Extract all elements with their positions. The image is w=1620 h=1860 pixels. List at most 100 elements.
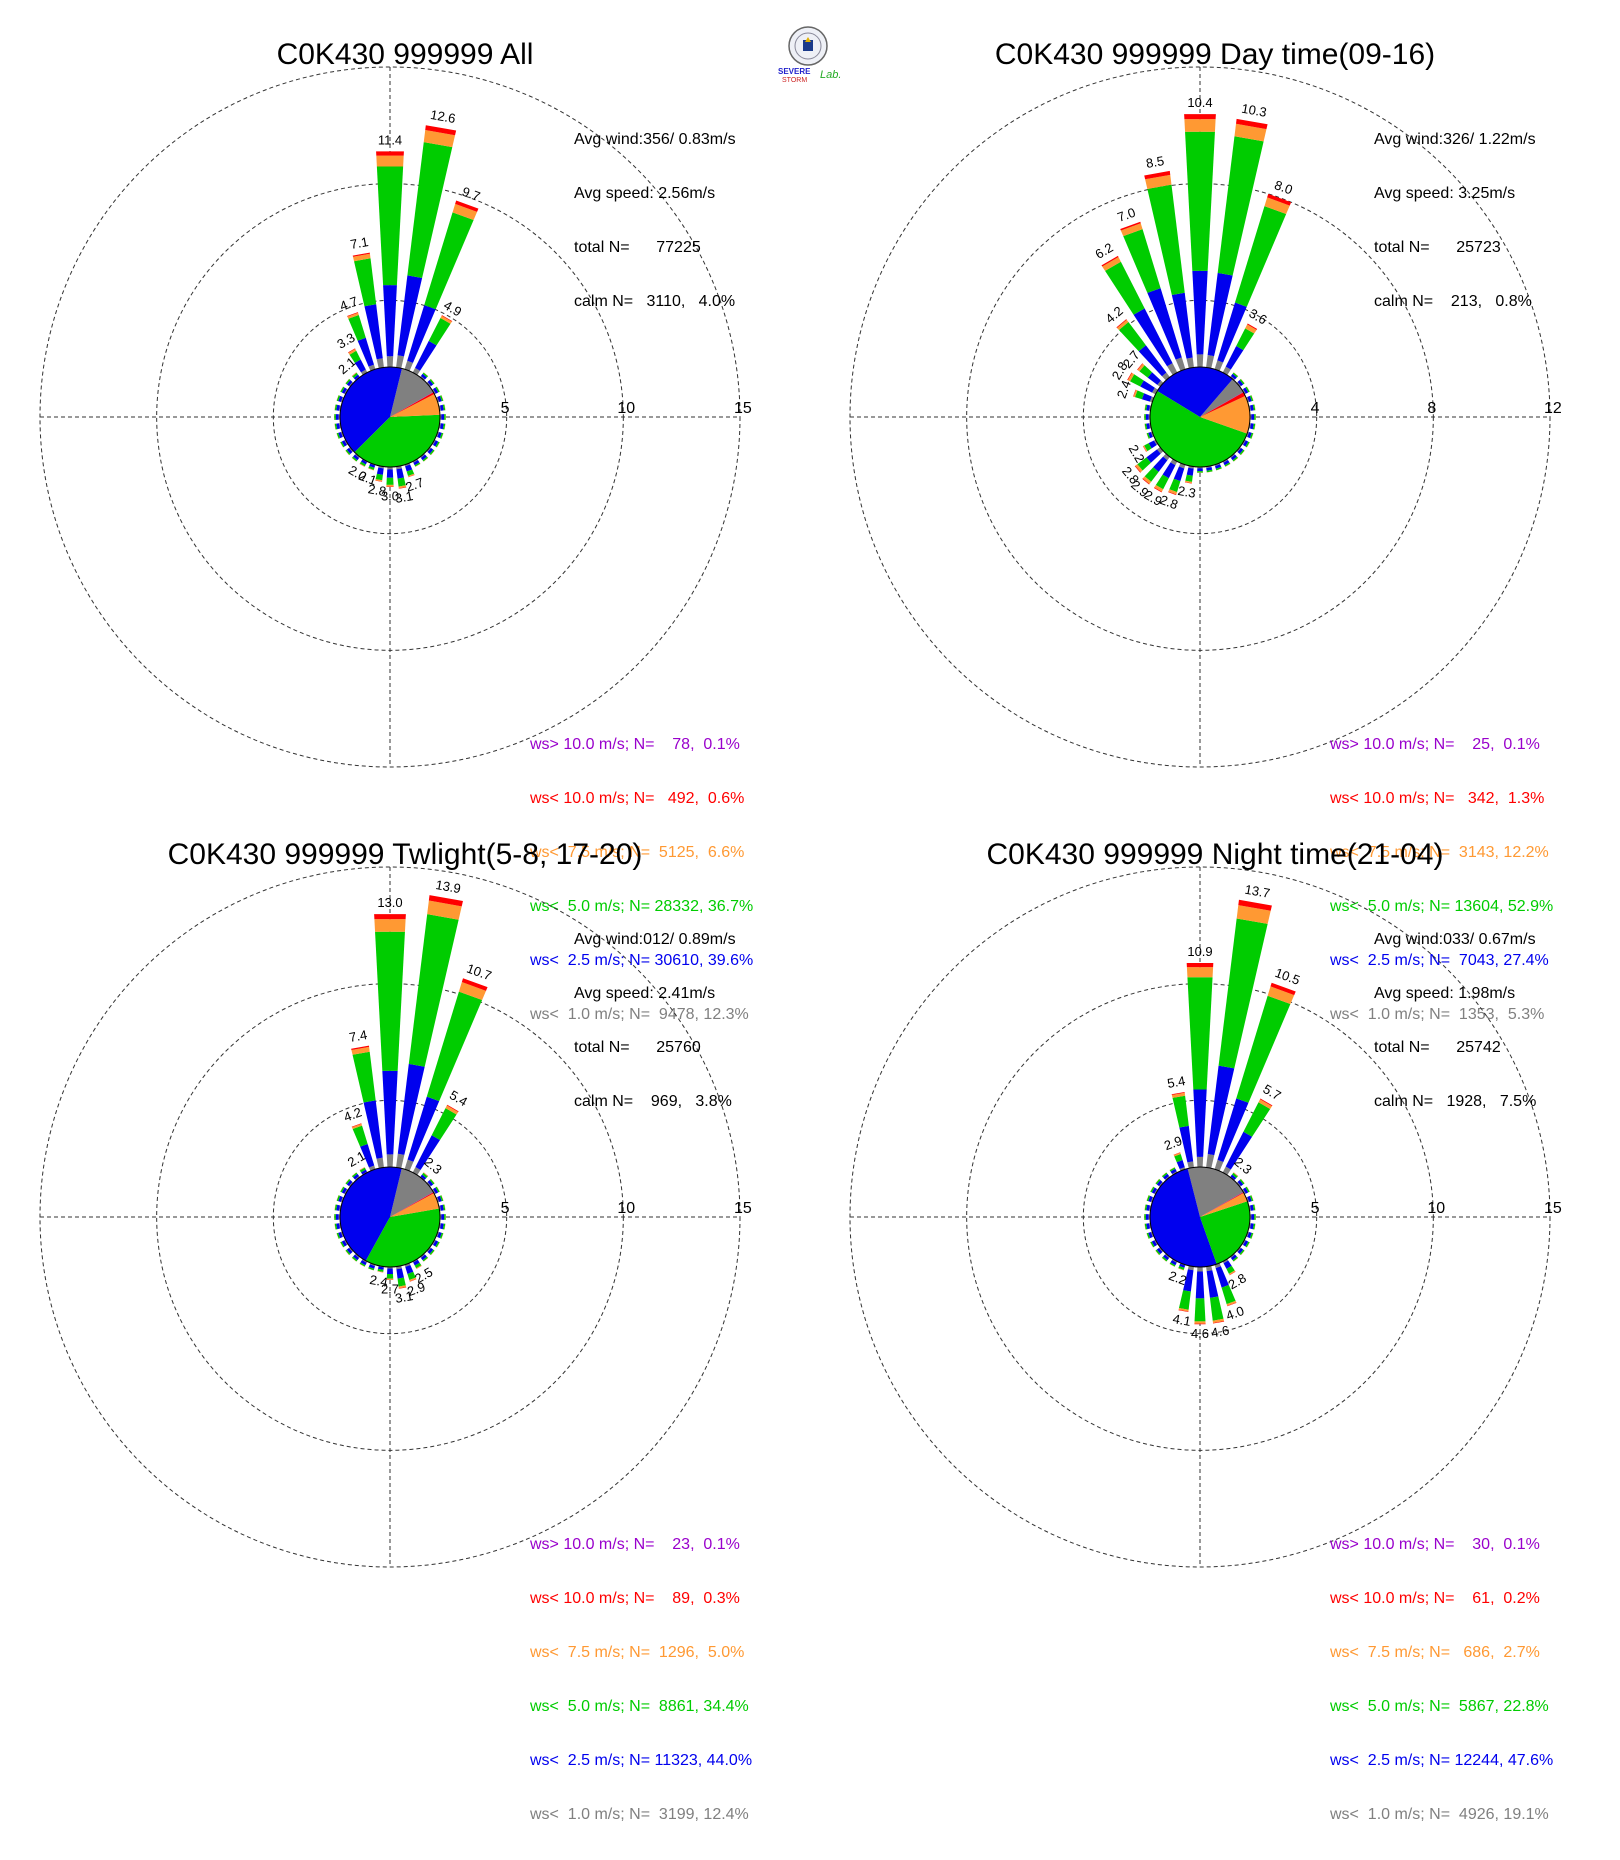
- legend-entry: ws< 1.0 m/s; N= 4926, 19.1%: [1330, 1806, 1553, 1824]
- logo-text-lab: Lab.: [820, 69, 841, 81]
- bar-value-label: 12.6: [429, 107, 457, 126]
- rose-bar-segment: [1176, 357, 1186, 371]
- rose-bar-segment: [1254, 1214, 1256, 1220]
- logo-text-storm: STORM: [782, 77, 807, 84]
- rose-bar-segment: [1206, 355, 1214, 368]
- bar-value-label: 13.7: [1244, 882, 1272, 901]
- logo-text-severe: SEVERE: [778, 67, 811, 76]
- stats-box: Avg wind:012/ 0.89m/s Avg speed: 2.41m/s…: [574, 895, 736, 1147]
- rose-bar-segment: [1192, 271, 1207, 354]
- rose-bar-segment: [1195, 1298, 1206, 1321]
- rose-bar-segment: [1187, 967, 1213, 977]
- rose-bar-segment: [1146, 414, 1149, 420]
- rose-bar-segment: [396, 1268, 404, 1278]
- rose-bar-segment: [382, 1071, 397, 1154]
- rose-bar-segment: [1187, 468, 1194, 476]
- calm-n: calm N= 969, 3.8%: [574, 1093, 736, 1111]
- legend-entry: ws< 5.0 m/s; N= 5867, 22.8%: [1330, 1698, 1553, 1716]
- rose-bar-segment: [387, 1268, 393, 1273]
- total-n: total N= 25723: [1374, 239, 1536, 257]
- bar-value-label: 10.5: [1273, 965, 1302, 988]
- severe-storm-lab-logo: SEVERE STORM Lab.: [776, 24, 846, 84]
- ring-label: 5: [501, 400, 510, 417]
- rose-bar-segment: [387, 469, 393, 477]
- rose-bar-segment: [1187, 358, 1194, 369]
- rose-bar-segment: [334, 1214, 336, 1220]
- legend-entry: ws< 10.0 m/s; N= 61, 0.2%: [1330, 1590, 1553, 1608]
- rose-bar-segment: [374, 914, 406, 919]
- rose-bar-segment: [336, 1214, 339, 1220]
- rose-bar-segment: [377, 166, 403, 285]
- ring-label: 4: [1311, 400, 1320, 417]
- rose-bar-segment: [354, 258, 376, 306]
- bar-value-label: 2.4: [369, 1272, 389, 1290]
- rose-bar-segment: [1197, 471, 1203, 473]
- legend-entry: ws< 2.5 m/s; N= 12244, 47.6%: [1330, 1752, 1553, 1770]
- stats-box: Avg wind:356/ 0.83m/s Avg speed: 2.56m/s…: [574, 95, 736, 347]
- legend-entry: ws> 10.0 m/s; N= 25, 0.1%: [1330, 736, 1553, 754]
- ring-label: 15: [734, 400, 752, 417]
- bar-value-label: 4.9: [441, 297, 464, 319]
- bar-value-label: 6.2: [1092, 240, 1115, 262]
- rose-bar-segment: [1197, 1267, 1203, 1272]
- legend-entry: ws< 7.5 m/s; N= 1296, 5.0%: [530, 1644, 752, 1662]
- bar-value-label: 4.6: [1191, 1326, 1209, 1341]
- rose-bar-segment: [429, 318, 451, 345]
- rose-bar-segment: [1197, 354, 1204, 367]
- avg-wind: Avg wind:012/ 0.89m/s: [574, 931, 736, 949]
- avg-speed: Avg speed: 2.41m/s: [574, 985, 736, 1003]
- bar-value-label: 10.9: [1187, 944, 1212, 959]
- rose-bar-segment: [1207, 1270, 1219, 1298]
- legend-entry: ws> 10.0 m/s; N= 23, 0.1%: [530, 1536, 752, 1554]
- legend-entry: ws< 2.5 m/s; N= 11323, 44.0%: [530, 1752, 752, 1770]
- bar-value-label: 7.1: [349, 234, 369, 252]
- panel-title: C0K430 999999 Day time(09-16): [810, 38, 1620, 72]
- rose-bar-segment: [377, 358, 384, 368]
- rose-bar-segment: [441, 414, 444, 420]
- rose-bar-segment: [1196, 1272, 1205, 1299]
- stats-box: Avg wind:326/ 1.22m/s Avg speed: 3.25m/s…: [1374, 95, 1536, 347]
- rose-bar-segment: [441, 1214, 444, 1220]
- bar-value-label: 10.3: [1240, 101, 1268, 120]
- rose-bar-segment: [444, 1214, 446, 1220]
- bar-value-label: 5.7: [1260, 1081, 1283, 1103]
- rose-bar-segment: [1179, 1290, 1191, 1310]
- bar-value-label: 8.0: [1273, 177, 1295, 197]
- bar-value-label: 3.3: [334, 330, 357, 352]
- rose-bar-segment: [1184, 119, 1215, 132]
- rose-bar-segment: [376, 156, 403, 167]
- rose-bar-segment: [386, 478, 393, 485]
- ring-label: 10: [1427, 1200, 1445, 1217]
- avg-speed: Avg speed: 2.56m/s: [574, 185, 736, 203]
- rose-bar-segment: [1194, 1324, 1205, 1325]
- rose-bar-segment: [1144, 414, 1146, 420]
- avg-speed: Avg speed: 3.25m/s: [1374, 185, 1536, 203]
- rose-bar-segment: [1144, 1214, 1146, 1220]
- bar-value-label: 10.4: [1187, 95, 1212, 110]
- rose-bar-segment: [1197, 468, 1203, 471]
- rose-bar-segment: [1197, 1157, 1203, 1167]
- legend-entry: ws< 7.5 m/s; N= 686, 2.7%: [1330, 1644, 1553, 1662]
- bar-value-label: 11.4: [378, 132, 402, 147]
- avg-speed: Avg speed: 1.98m/s: [1374, 985, 1536, 1003]
- rose-bar-segment: [377, 1158, 384, 1169]
- rose-bar-segment: [1187, 977, 1212, 1089]
- ring-label: 12: [1544, 400, 1562, 417]
- bar-value-label: 5.4: [447, 1087, 470, 1109]
- legend-entry: ws< 5.0 m/s; N= 8861, 34.4%: [530, 1698, 752, 1716]
- rose-bar-segment: [1185, 132, 1215, 271]
- legend: ws> 10.0 m/s; N= 30, 0.1% ws< 10.0 m/s; …: [1330, 1500, 1553, 1860]
- rose-bar-segment: [396, 1154, 404, 1169]
- rose-bar-segment: [1206, 1154, 1214, 1168]
- rose-bar-segment: [1193, 1090, 1206, 1157]
- legend-entry: ws< 1.0 m/s; N= 3199, 12.4%: [530, 1806, 752, 1824]
- rose-bar-segment: [376, 151, 404, 155]
- rose-bar-segment: [383, 285, 397, 356]
- rose-bar-segment: [1173, 1096, 1189, 1128]
- ring-label: 8: [1427, 400, 1436, 417]
- calm-n: calm N= 3110, 4.0%: [574, 293, 736, 311]
- rose-bar-segment: [353, 1126, 368, 1147]
- legend: ws> 10.0 m/s; N= 23, 0.1% ws< 10.0 m/s; …: [530, 1500, 752, 1860]
